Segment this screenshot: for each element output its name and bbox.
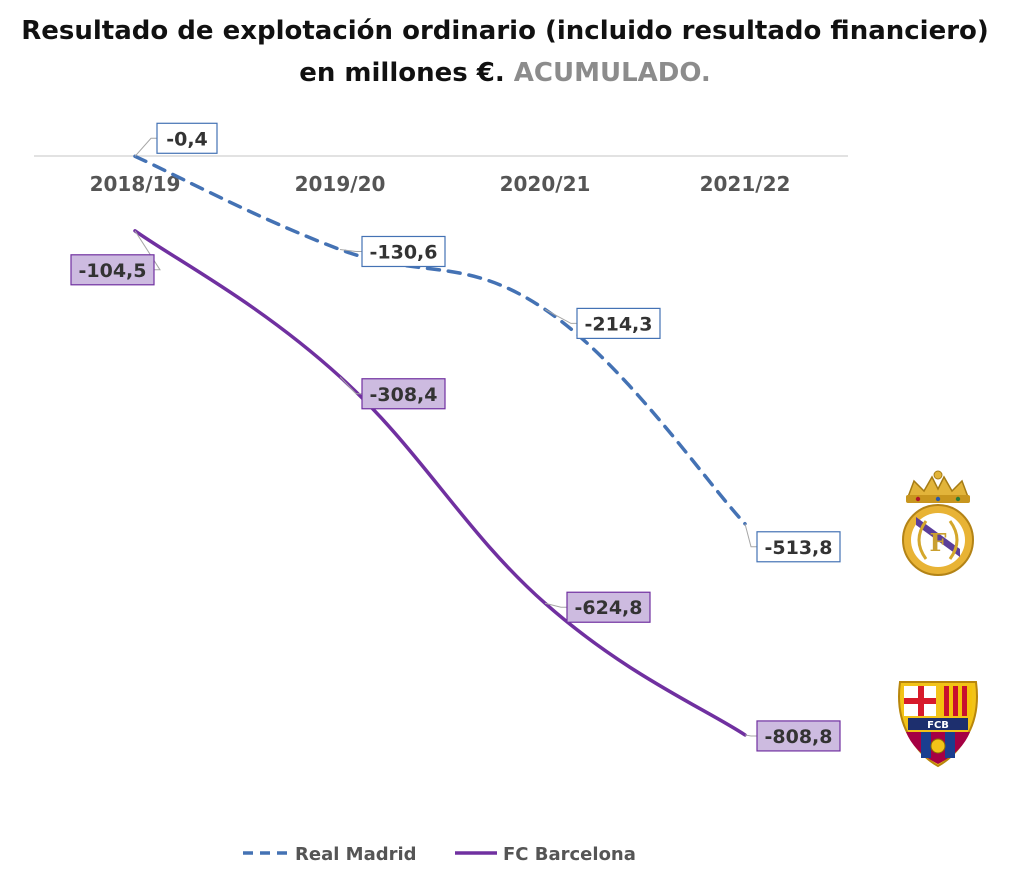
series-line-real-madrid: [133, 154, 747, 526]
data-label-real-madrid: -130,6: [370, 241, 438, 263]
label-leader-line: [134, 137, 157, 157]
data-label-fc-barcelona: -104,5: [79, 260, 147, 282]
data-label-box: [576, 307, 661, 339]
data-label-box: [70, 254, 155, 286]
chart-title-accent: ACUMULADO.: [513, 58, 711, 88]
x-tick-label: 2019/20: [295, 172, 386, 196]
legend-label-fc-barcelona: FC Barcelona: [503, 844, 636, 865]
data-label-real-madrid: -513,8: [765, 537, 833, 559]
data-label-box: [361, 235, 446, 268]
legend-label-real-madrid: Real Madrid: [295, 844, 417, 865]
series-line-fc-barcelona: [133, 229, 747, 737]
legend: Real Madrid FC Barcelona: [243, 844, 636, 865]
data-label-box: [756, 531, 841, 563]
data-label-real-madrid: -0,4: [166, 128, 208, 150]
label-leader-line: [544, 602, 567, 608]
label-leader-line: [544, 308, 577, 324]
fcb-crest-text: FCB: [927, 720, 949, 731]
label-leader-line: [339, 248, 362, 252]
x-tick-label: 2020/21: [500, 172, 591, 196]
label-leader-line: [339, 376, 362, 395]
svg-text:F: F: [929, 528, 946, 557]
legend-item-real-madrid: Real Madrid: [243, 844, 417, 865]
fc-barcelona-crest-icon: FCB: [898, 681, 978, 768]
data-label-fc-barcelona: -624,8: [575, 597, 643, 619]
label-leader-line: [744, 734, 757, 737]
data-labels: -0,4 -130,6 -214,3 -513,8 -104,5 -308,4 -624,8…: [70, 122, 841, 752]
chart-title: Resultado de explotación ordinario (incl…: [0, 10, 1010, 94]
label-leader-line: [744, 523, 757, 548]
data-label-box: [361, 378, 446, 410]
data-label-box: [156, 122, 218, 154]
data-label-box: [566, 591, 651, 623]
data-label-box: [756, 720, 841, 752]
x-tick-label: 2021/22: [700, 172, 791, 196]
x-tick-label: 2018/19: [90, 172, 181, 196]
legend-item-fc-barcelona: FC Barcelona: [455, 844, 636, 865]
real-madrid-crest-icon: F: [902, 470, 974, 576]
label-leader-line: [134, 230, 161, 271]
chart-title-main: Resultado de explotación ordinario (incl…: [21, 16, 989, 88]
x-axis-ticks: 2018/19 2019/20 2020/21 2021/22: [90, 172, 791, 196]
data-label-fc-barcelona: -808,8: [765, 726, 833, 748]
data-label-real-madrid: -214,3: [585, 313, 653, 335]
data-label-fc-barcelona: -308,4: [370, 384, 438, 406]
